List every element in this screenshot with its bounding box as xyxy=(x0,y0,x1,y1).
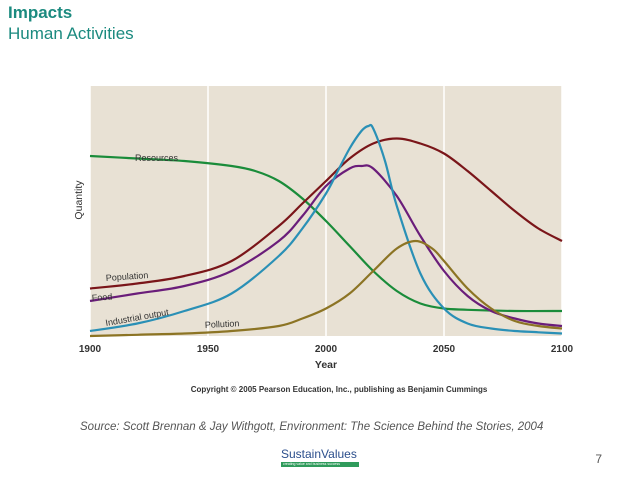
x-axis-label: Year xyxy=(315,359,337,371)
source-citation: Source: Scott Brennan & Jay Withgott, En… xyxy=(80,421,544,433)
slide-subtitle: Human Activities xyxy=(8,24,134,43)
series-label-population: Population xyxy=(105,270,148,283)
series-label-pollution: Pollution xyxy=(205,318,240,330)
x-tick-label: 2100 xyxy=(551,344,574,355)
series-line-population xyxy=(89,137,563,290)
series-label-resources: Resources xyxy=(135,153,179,163)
sustainvalues-logo: SustainValues creating value and busines… xyxy=(281,447,359,469)
logo-text: SustainValues xyxy=(281,447,357,461)
series-line-industrial-output xyxy=(89,123,563,335)
series-line-resources xyxy=(89,154,563,313)
x-tick-label: 1950 xyxy=(197,344,220,355)
page-number: 7 xyxy=(595,452,602,466)
series-line-pollution xyxy=(89,239,563,338)
logo-tagline: creating value and business success xyxy=(283,462,341,466)
x-tick-labels: 1900 1950 2000 2050 2100 xyxy=(79,344,574,355)
x-tick-label: 2050 xyxy=(433,344,456,355)
x-tick-label: 2000 xyxy=(315,344,338,355)
logo-bar xyxy=(281,462,359,467)
series-label-food: Food xyxy=(91,292,112,303)
series-lines xyxy=(89,123,563,338)
grid-lines xyxy=(89,86,563,336)
x-tick-label: 1900 xyxy=(79,344,102,355)
slide-title: Impacts xyxy=(8,3,73,22)
copyright-note: Copyright © 2005 Pearson Education, Inc.… xyxy=(191,385,488,394)
series-line-food xyxy=(89,164,563,328)
y-axis-label: Quantity xyxy=(73,180,85,220)
